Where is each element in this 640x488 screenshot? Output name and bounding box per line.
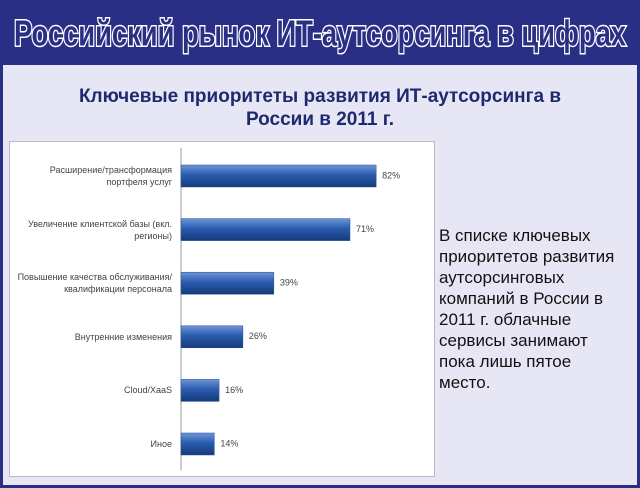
- category-label: Увеличение клиентской базы (вкл. регионы…: [28, 218, 172, 241]
- category-label: Иное: [150, 439, 172, 449]
- chart-panel: 82% 71% 39% 26% 16% 14% Расширение/трансформа…: [9, 141, 435, 477]
- banner-bg: [3, 3, 637, 65]
- bar: [180, 379, 220, 402]
- bar: [180, 271, 275, 295]
- chart-title: Ключевые приоритеты развития ИТ-аутсорси…: [78, 86, 562, 130]
- value-label: 26%: [249, 331, 267, 341]
- bar: [180, 164, 377, 188]
- banner: Российский рынок ИТ-аутсорсинга в цифрах: [3, 3, 637, 65]
- value-label: 16%: [225, 385, 243, 395]
- category-label: Cloud/XaaS: [123, 385, 172, 396]
- value-label: 39%: [280, 278, 298, 288]
- chart: 82% 71% 39% 26% 16% 14%: [180, 148, 400, 470]
- category-label: Расширение/трансформация портфеля услуг: [49, 165, 172, 187]
- value-label: 14%: [220, 438, 238, 448]
- category-label: Внутренние изменения: [74, 331, 172, 342]
- bar: [180, 325, 244, 349]
- value-label: 71%: [356, 224, 374, 234]
- category-label: Повышение качества обслуживания/квалифик…: [17, 272, 172, 295]
- bar: [180, 432, 215, 456]
- side-text: В списке ключевых приоритетов развития а…: [439, 226, 615, 392]
- banner-title: Российский рынок ИТ-аутсорсинга в цифрах: [14, 13, 626, 54]
- value-label: 82%: [382, 170, 400, 180]
- bar: [180, 218, 351, 241]
